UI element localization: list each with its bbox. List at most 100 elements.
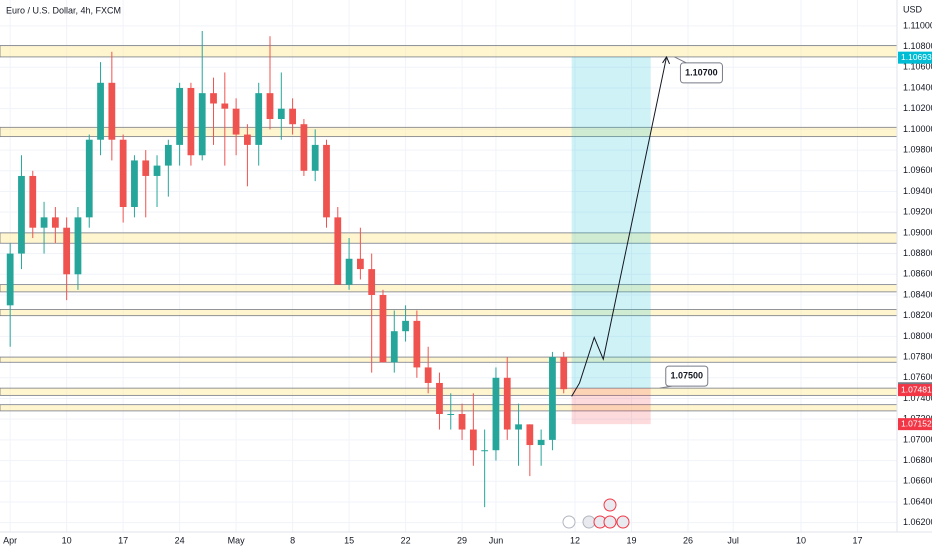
y-tick-label: 1.07800: [903, 351, 932, 361]
y-tick-label: 1.10200: [903, 103, 932, 113]
candle-body: [40, 217, 48, 228]
candle-body: [187, 87, 195, 156]
candle-body: [368, 269, 376, 295]
x-tick-label: 10: [62, 535, 72, 545]
x-tick-label: 17: [118, 535, 128, 545]
y-tick-label: 1.09000: [903, 227, 932, 237]
x-tick-label: May: [228, 535, 246, 545]
candle-body: [221, 103, 229, 109]
candle-body: [85, 139, 93, 218]
y-tick-label: 1.09800: [903, 144, 932, 154]
zone: [0, 45, 898, 58]
candle-body: [526, 424, 534, 446]
candle-body: [334, 217, 342, 285]
candle-body: [63, 227, 71, 275]
candle-body: [198, 93, 206, 156]
chart-title: Euro / U.S. Dollar, 4h, FXCM: [6, 5, 121, 15]
y-tick-label: 1.08800: [903, 248, 932, 258]
candle-body: [255, 93, 263, 145]
callout-pointer: [674, 56, 687, 64]
candle-body: [560, 357, 568, 390]
candle-body: [311, 144, 319, 171]
y-tick-label: 1.07400: [903, 393, 932, 403]
callout-box: [679, 62, 723, 84]
candle-body: [131, 160, 138, 208]
candle-body: [402, 320, 409, 332]
x-tick-label: 15: [344, 535, 354, 545]
y-tick-label: 1.09200: [903, 207, 932, 217]
y-tick-label: 1.09400: [903, 186, 932, 196]
candle-body: [492, 377, 500, 451]
candle-body: [458, 414, 466, 430]
x-tick-label: 12: [570, 535, 580, 545]
candle-body: [436, 382, 443, 415]
candle-body: [549, 357, 556, 440]
candle-body: [210, 93, 217, 104]
event-icons: [562, 498, 630, 529]
candle-body: [97, 82, 104, 140]
stop-box: [571, 388, 651, 425]
y-tick-label: 1.07600: [903, 372, 932, 382]
y-tick-label: 1.08400: [903, 289, 932, 299]
candle-body: [232, 108, 240, 135]
callout-text: 1.07500: [670, 371, 703, 381]
candle-body: [164, 144, 172, 166]
y-tick-label: 1.06400: [903, 496, 932, 506]
candle-body: [266, 93, 274, 120]
candle-body: [74, 217, 82, 275]
candle-body: [153, 165, 161, 176]
candle-body: [379, 294, 387, 363]
x-tick-label: 29: [457, 535, 467, 545]
zone: [0, 232, 898, 244]
candle-body: [176, 87, 184, 145]
candle-body: [300, 124, 308, 171]
candle-body: [515, 424, 522, 430]
zone: [0, 126, 898, 138]
y-tick-label: 1.06800: [903, 455, 932, 465]
candle-body: [51, 217, 59, 228]
arrow-head: [662, 55, 670, 65]
y-axis-label: USD: [903, 4, 923, 14]
candle-body: [6, 253, 14, 306]
zone: [0, 284, 898, 293]
candle-body: [503, 377, 511, 430]
candle-body: [323, 144, 330, 218]
candle-body: [108, 82, 116, 140]
x-tick-label: Jul: [727, 535, 739, 545]
candle-body: [356, 258, 364, 270]
zone: [0, 387, 898, 396]
y-tick-label: 1.06600: [903, 476, 932, 486]
price-tag-label: 1.10693: [901, 52, 932, 62]
projection-path: [571, 56, 668, 397]
candle-body: [390, 331, 398, 363]
candle-body: [424, 367, 432, 383]
x-tick-label: 26: [683, 535, 693, 545]
y-tick-label: 1.10600: [903, 62, 932, 72]
candle-body: [481, 450, 489, 452]
y-tick-label: 1.06200: [903, 517, 932, 527]
x-tick-label: Apr: [3, 535, 17, 545]
candle-body: [447, 414, 455, 416]
candle-body: [142, 160, 150, 176]
candle-body: [289, 108, 296, 125]
price-tag-label: 1.07481: [901, 384, 932, 394]
zone: [0, 309, 898, 317]
candle-body: [277, 108, 285, 120]
candle-body: [119, 139, 127, 208]
candle-body: [345, 258, 353, 285]
x-tick-label: 22: [401, 535, 411, 545]
y-tick-label: 1.10800: [903, 41, 932, 51]
candle-body: [469, 429, 477, 451]
price-tag: [898, 51, 932, 64]
price-tag-label: 1.07152: [901, 418, 932, 428]
x-tick-label: 8: [290, 535, 295, 545]
zone: [0, 404, 898, 412]
x-tick-label: 24: [175, 535, 185, 545]
candle-body: [537, 439, 545, 446]
y-tick-label: 1.08600: [903, 269, 932, 279]
y-tick-label: 1.11000: [903, 20, 932, 30]
candle-body: [413, 320, 421, 368]
